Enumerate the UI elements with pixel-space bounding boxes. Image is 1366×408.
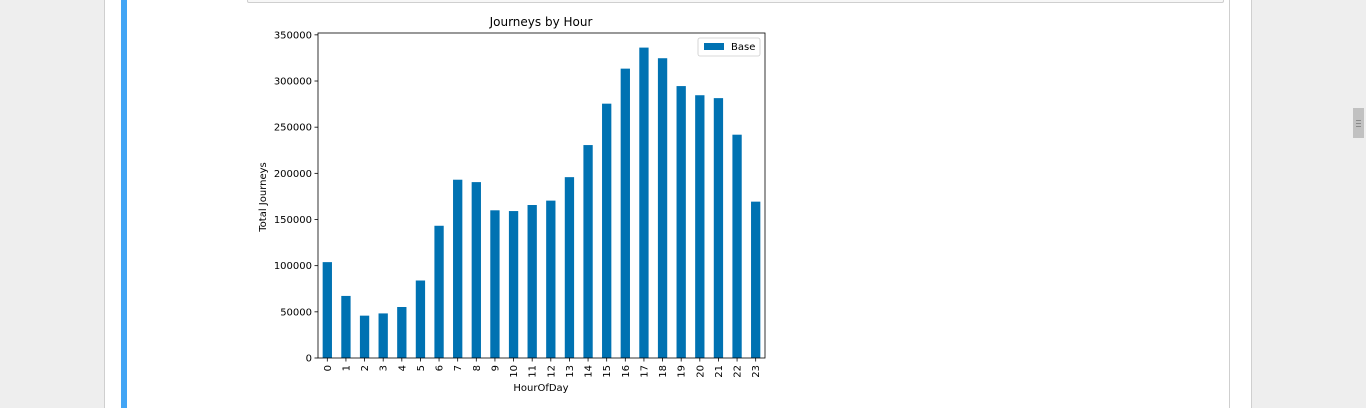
- legend-box: [697, 37, 761, 57]
- bar-chart: Journeys by Hour Total Journeys HourOfDa…: [250, 8, 780, 407]
- bar-hour-23: [751, 201, 761, 358]
- x-tick-label: 11: [528, 365, 539, 378]
- chart-canvas: Journeys by Hour Total Journeys HourOfDa…: [258, 15, 766, 394]
- x-tick-label: 10: [509, 365, 520, 378]
- x-tick-label: 8: [472, 365, 483, 371]
- bar-hour-14: [583, 145, 593, 358]
- bar-hour-13: [564, 177, 575, 358]
- y-tick-label: 350000: [274, 30, 312, 41]
- bar-hour-9: [490, 210, 500, 358]
- x-tick-label: 14: [584, 365, 595, 378]
- bar-hour-0: [322, 262, 332, 358]
- y-tick-label: 0: [306, 354, 312, 365]
- y-tick-label: 300000: [274, 77, 312, 88]
- y-axis-label: Total Journeys: [258, 162, 269, 233]
- bar-hour-12: [546, 200, 556, 358]
- x-tick-label: 12: [546, 365, 557, 378]
- chart-legend: Base: [697, 37, 761, 57]
- bar-hour-10: [508, 211, 519, 358]
- x-tick-label: 17: [639, 365, 650, 378]
- x-tick-label: 3: [379, 365, 390, 371]
- bar-hour-4: [397, 307, 407, 358]
- x-tick-label: 9: [490, 365, 501, 371]
- bar-hour-5: [415, 280, 426, 358]
- x-tick-label: 15: [602, 365, 613, 378]
- bar-hour-6: [434, 225, 444, 358]
- x-tick-label: 18: [658, 365, 669, 378]
- bar-hour-19: [676, 86, 686, 358]
- x-tick-label: 5: [416, 365, 427, 371]
- bar-hour-22: [732, 134, 742, 358]
- x-tick-label: 7: [453, 365, 464, 371]
- x-tick-label: 2: [360, 365, 371, 371]
- bar-hour-8: [471, 182, 481, 358]
- x-tick-label: 20: [695, 365, 706, 378]
- cell-selection-indicator: [121, 0, 127, 408]
- legend-label: Base: [731, 42, 755, 53]
- x-tick-label: 22: [733, 365, 744, 378]
- x-tick-label: 0: [323, 365, 334, 371]
- x-tick-label: 19: [677, 365, 688, 378]
- bar-hour-18: [657, 58, 668, 359]
- x-tick-label: 6: [435, 365, 446, 371]
- bar-hour-1: [341, 295, 351, 358]
- y-tick-label: 250000: [274, 123, 312, 134]
- scrollbar-thumb[interactable]: [1353, 108, 1364, 138]
- bar-hour-2: [359, 315, 370, 358]
- chart-title: Journeys by Hour: [489, 15, 593, 29]
- x-tick-label: 1: [341, 365, 352, 371]
- y-tick-label: 100000: [274, 261, 312, 272]
- code-input-area[interactable]: [247, 0, 1224, 3]
- x-tick-label: 21: [714, 365, 725, 378]
- x-tick-label: 23: [751, 365, 762, 378]
- bar-hour-16: [620, 68, 630, 358]
- bar-hour-7: [453, 179, 463, 358]
- y-tick-label: 150000: [274, 215, 312, 226]
- bar-hour-11: [527, 205, 537, 358]
- legend-swatch: [704, 43, 724, 50]
- y-tick-label: 50000: [280, 307, 312, 318]
- x-tick-label: 13: [565, 365, 576, 378]
- axes-layer: 0 50000 100000 150000 200000 250000 300000 3500…: [274, 30, 766, 378]
- bar-hour-21: [713, 98, 724, 358]
- output-cell: [127, 0, 1230, 408]
- x-tick-label: 4: [397, 365, 408, 371]
- x-tick-label: 16: [621, 365, 632, 378]
- bar-hour-15: [602, 103, 612, 358]
- plot-frame: [317, 32, 766, 359]
- x-axis-label: HourOfDay: [513, 383, 568, 394]
- bar-hour-3: [378, 313, 388, 358]
- bar-hour-20: [695, 95, 705, 359]
- bar-hour-17: [639, 47, 649, 359]
- y-tick-label: 200000: [274, 169, 312, 180]
- bars-layer: [322, 47, 761, 359]
